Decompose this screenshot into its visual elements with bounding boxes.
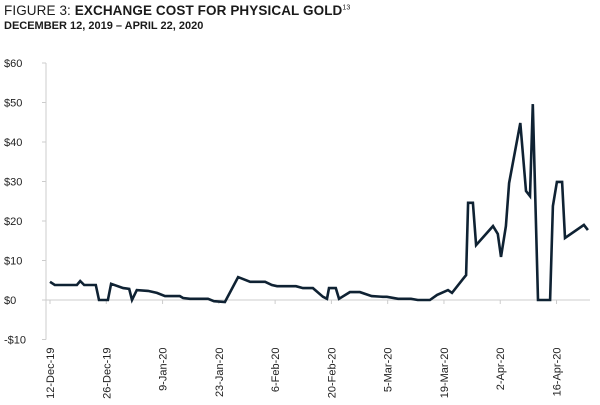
y-tick-label: -$10 [4,335,26,347]
x-tick-label: 12-Dec-19 [45,348,57,399]
x-tick-label: 20-Feb-20 [326,348,338,399]
y-tick-label: $50 [4,98,22,110]
chart-subtitle: DECEMBER 12, 2019 – APRIL 22, 2020 [4,20,204,32]
x-tick-label: 23-Jan-20 [214,348,226,398]
x-tick-label: 6-Feb-20 [270,348,282,393]
figure-label: FIGURE 3: [4,3,75,18]
y-tick-label: $20 [4,216,22,228]
x-tick-label: 26-Dec-19 [101,348,113,399]
x-tick-label: 5-Mar-20 [383,348,395,393]
chart-title: FIGURE 3: EXCHANGE COST FOR PHYSICAL GOL… [4,3,350,18]
y-tick-label: $30 [4,177,22,189]
x-tick-label: 16-Apr-20 [552,348,564,397]
x-tick-label: 19-Mar-20 [439,348,451,399]
y-tick-label: $10 [4,256,22,268]
x-tick-label: 9-Jan-20 [158,348,170,391]
y-tick-label: $60 [4,58,22,70]
y-tick-label: $0 [4,295,16,307]
y-tick-label: $40 [4,137,22,149]
title-text: EXCHANGE COST FOR PHYSICAL GOLD [74,3,343,18]
title-footnote: 13 [342,4,351,12]
x-tick-label: 2-Apr-20 [495,348,507,391]
series-line-exchange-cost [49,104,589,304]
